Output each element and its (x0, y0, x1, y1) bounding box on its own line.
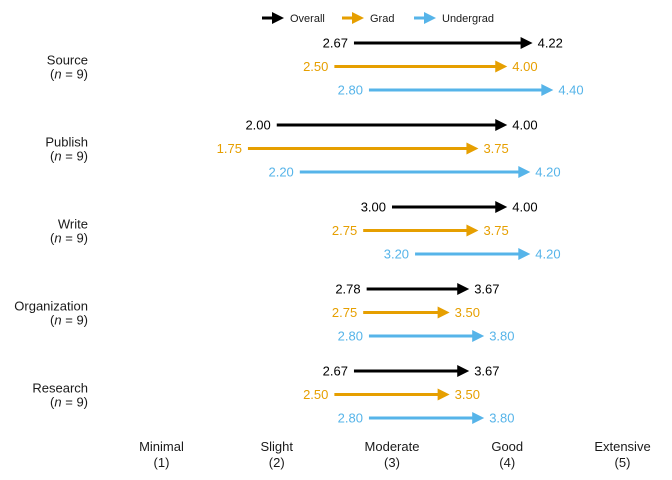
arrow-write-overall-head (495, 201, 508, 213)
arrow-organization-overall-to-label: 3.67 (474, 282, 499, 297)
category-labels: Source(n = 9)Publish(n = 9)Write(n = 9)O… (14, 53, 88, 410)
arrow-series: 2.67 4.22 2.50 4.00 2.80 4.40 2.00 4.00 1.75 3.75… (217, 36, 584, 426)
arrow-write-overall-to-label: 4.00 (512, 200, 537, 215)
arrow-write-undergrad-head (518, 248, 531, 260)
legend-overall-icon-head (272, 12, 284, 24)
category-source-label: Source (47, 53, 88, 68)
arrow-research-overall-from-label: 2.67 (323, 364, 348, 379)
arrow-organization-grad-head (437, 306, 450, 319)
category-research-n-label: (n = 9) (50, 395, 88, 410)
arrow-write-undergrad-from-label: 3.20 (384, 247, 409, 262)
legend-undergrad-label: Undergrad (442, 13, 494, 25)
arrow-write-grad-to-label: 3.75 (483, 223, 508, 238)
x-tick-minimal-value: (1) (154, 455, 170, 470)
arrow-publish-overall-head (495, 119, 508, 131)
category-publish-label: Publish (45, 135, 88, 150)
arrow-source-undergrad-head (541, 84, 554, 96)
category-research-label: Research (32, 381, 88, 396)
arrow-research-overall-to-label: 3.67 (474, 364, 499, 379)
arrow-research-grad-to-label: 3.50 (455, 387, 480, 402)
x-tick-extensive-value: (5) (615, 455, 631, 470)
arrow-write-grad-head (466, 224, 479, 237)
arrow-source-undergrad-to-label: 4.40 (558, 83, 583, 98)
arrow-write-grad-from-label: 2.75 (332, 223, 357, 238)
category-organization-n-label: (n = 9) (50, 313, 88, 328)
arrow-publish-grad-to-label: 3.75 (483, 141, 508, 156)
arrow-organization-undergrad-to-label: 3.80 (489, 329, 514, 344)
x-tick-moderate-label: Moderate (365, 439, 420, 454)
arrow-research-undergrad-to-label: 3.80 (489, 411, 514, 426)
x-tick-extensive-label: Extensive (594, 439, 650, 454)
arrow-organization-grad-to-label: 3.50 (455, 305, 480, 320)
x-tick-slight-value: (2) (269, 455, 285, 470)
category-write-label: Write (58, 217, 88, 232)
arrow-publish-undergrad-head (518, 166, 531, 178)
x-axis-tick-labels: Minimal(1) Slight(2) Moderate(3) Good(4) Ext… (139, 439, 651, 470)
x-tick-slight-label: Slight (260, 439, 293, 454)
arrow-publish-grad-head (466, 142, 479, 155)
arrow-publish-overall-to-label: 4.00 (512, 118, 537, 133)
legend: Overall Grad Undergrad (262, 12, 494, 25)
arrow-research-undergrad-from-label: 2.80 (338, 411, 363, 426)
x-tick-moderate-value: (3) (384, 455, 400, 470)
arrow-source-overall-head (520, 37, 533, 49)
arrow-write-overall-from-label: 3.00 (361, 200, 386, 215)
x-tick-good-value: (4) (499, 455, 515, 470)
category-organization-label: Organization (14, 299, 88, 314)
arrow-publish-overall-from-label: 2.00 (245, 118, 270, 133)
arrow-source-overall-to-label: 4.22 (538, 36, 563, 51)
legend-overall-label: Overall (290, 13, 325, 25)
category-write-n-label: (n = 9) (50, 231, 88, 246)
x-tick-good-label: Good (491, 439, 523, 454)
arrow-organization-undergrad-from-label: 2.80 (338, 329, 363, 344)
arrow-source-grad-from-label: 2.50 (303, 59, 328, 74)
arrow-publish-undergrad-from-label: 2.20 (268, 165, 293, 180)
arrow-organization-undergrad-head (472, 330, 485, 342)
arrow-research-overall-head (457, 365, 470, 377)
arrow-source-grad-to-label: 4.00 (512, 59, 537, 74)
arrow-source-undergrad-from-label: 2.80 (338, 83, 363, 98)
arrow-research-grad-head (437, 388, 450, 401)
arrow-organization-overall-from-label: 2.78 (335, 282, 360, 297)
arrow-source-overall-from-label: 2.67 (323, 36, 348, 51)
arrow-write-undergrad-to-label: 4.20 (535, 247, 560, 262)
legend-grad-icon-head (352, 12, 364, 24)
arrow-research-grad-from-label: 2.50 (303, 387, 328, 402)
arrow-research-undergrad-head (472, 412, 485, 424)
arrow-organization-overall-head (457, 283, 470, 295)
arrow-publish-undergrad-to-label: 4.20 (535, 165, 560, 180)
arrow-publish-grad-from-label: 1.75 (217, 141, 242, 156)
x-tick-minimal-label: Minimal (139, 439, 184, 454)
arrow-source-grad-head (495, 60, 508, 73)
arrow-organization-grad-from-label: 2.75 (332, 305, 357, 320)
legend-grad-label: Grad (370, 13, 394, 25)
legend-undergrad-icon-head (424, 12, 436, 24)
category-source-n-label: (n = 9) (50, 67, 88, 82)
category-publish-n-label: (n = 9) (50, 149, 88, 164)
